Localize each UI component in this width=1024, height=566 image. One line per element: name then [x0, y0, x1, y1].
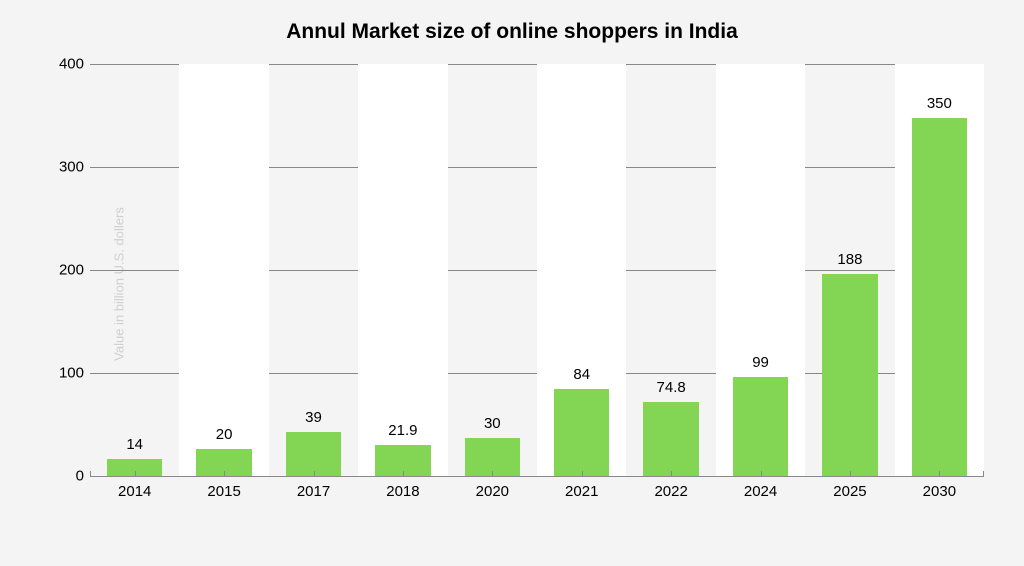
bar-slot: 99: [716, 64, 805, 476]
bar: 99: [733, 377, 788, 476]
bar-slot: 39: [269, 64, 358, 476]
y-tick-label: 0: [48, 468, 84, 485]
bar-value-label: 14: [126, 436, 143, 453]
bar-slot: 21.9: [358, 64, 447, 476]
chart-container: Annul Market size of online shoppers in …: [0, 0, 1024, 566]
bar: 350: [912, 118, 967, 476]
x-axis: 2014201520172018202020212022202420252030: [90, 476, 984, 504]
x-tick-label: 2021: [537, 477, 626, 504]
bar-value-label: 30: [484, 415, 501, 432]
chart-title: Annul Market size of online shoppers in …: [30, 20, 994, 44]
x-tick-label: 2025: [805, 477, 894, 504]
bar-value-label: 39: [305, 409, 322, 426]
bar-slot: 14: [90, 64, 179, 476]
bar-value-label: 84: [573, 366, 590, 383]
bar-slot: 74.8: [626, 64, 715, 476]
x-tick-label: 2020: [448, 477, 537, 504]
bar-value-label: 74.8: [657, 379, 686, 396]
y-tick-label: 400: [48, 56, 84, 73]
bar-value-label: 350: [927, 95, 952, 112]
x-tick-label: 2017: [269, 477, 358, 504]
bar-value-label: 20: [216, 426, 233, 443]
x-tick-label: 2030: [895, 477, 984, 504]
bar: 84: [554, 389, 609, 476]
y-tick-label: 200: [48, 262, 84, 279]
y-tick-label: 100: [48, 365, 84, 382]
bar-slot: 20: [179, 64, 268, 476]
bar-slot: 30: [448, 64, 537, 476]
bar-slot: 350: [895, 64, 984, 476]
bar-value-label: 188: [837, 251, 862, 268]
bar-value-label: 99: [752, 354, 769, 371]
bar-slot: 188: [805, 64, 894, 476]
x-tick-label: 2018: [358, 477, 447, 504]
plot-area: Value in billion U.S. dollers 14203921.9…: [90, 64, 984, 504]
bars-group: 14 20 39 21.9 30 84 74.8 99 188 350: [90, 64, 984, 476]
bar-value-label: 21.9: [388, 422, 417, 439]
x-tick-label: 2024: [716, 477, 805, 504]
x-tick-label: 2014: [90, 477, 179, 504]
y-tick-label: 300: [48, 159, 84, 176]
x-tick-label: 2015: [179, 477, 268, 504]
bar: 39: [286, 432, 341, 476]
bar: 74.8: [643, 402, 698, 476]
bar: 188: [822, 274, 877, 476]
x-tick-label: 2022: [626, 477, 715, 504]
bar-slot: 84: [537, 64, 626, 476]
